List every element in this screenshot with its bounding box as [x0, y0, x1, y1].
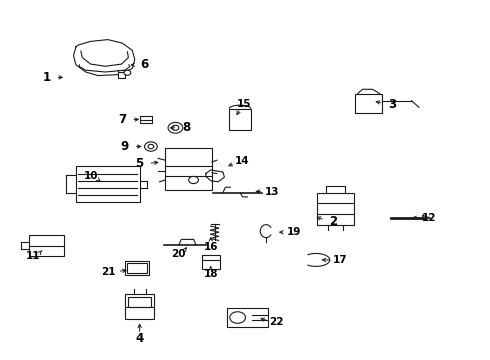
Bar — [166, 148, 212, 190]
Bar — [128, 297, 151, 307]
Text: 8: 8 — [182, 121, 190, 134]
Bar — [118, 70, 125, 78]
Text: 4: 4 — [136, 332, 144, 345]
Text: 17: 17 — [333, 255, 348, 265]
Text: 14: 14 — [235, 156, 250, 166]
Text: 15: 15 — [237, 99, 251, 109]
Bar — [76, 166, 140, 202]
Text: 11: 11 — [26, 251, 41, 261]
Bar — [355, 94, 382, 113]
Circle shape — [168, 122, 183, 133]
Polygon shape — [206, 170, 224, 182]
Text: 13: 13 — [265, 186, 279, 197]
Text: 22: 22 — [270, 317, 284, 327]
Polygon shape — [74, 40, 135, 76]
Text: 9: 9 — [121, 140, 129, 153]
Circle shape — [189, 176, 198, 184]
Text: 10: 10 — [83, 171, 98, 181]
Text: 5: 5 — [136, 157, 144, 170]
Circle shape — [124, 70, 131, 75]
Text: 20: 20 — [172, 249, 186, 259]
Bar — [226, 307, 269, 328]
Bar — [202, 255, 220, 269]
Bar — [229, 109, 251, 130]
Bar — [127, 263, 147, 273]
Text: 18: 18 — [203, 269, 218, 279]
Bar — [318, 193, 354, 225]
Text: 12: 12 — [421, 213, 436, 223]
Bar — [140, 116, 152, 123]
Text: 1: 1 — [43, 71, 50, 84]
Text: 3: 3 — [388, 98, 396, 111]
Circle shape — [172, 125, 179, 130]
Bar — [125, 294, 154, 319]
Text: 19: 19 — [287, 227, 301, 237]
Circle shape — [148, 144, 154, 149]
Text: 2: 2 — [329, 215, 337, 228]
Text: 7: 7 — [119, 113, 126, 126]
Bar — [125, 261, 149, 275]
Circle shape — [230, 312, 245, 323]
Circle shape — [145, 142, 157, 151]
Polygon shape — [423, 216, 430, 220]
Text: 21: 21 — [101, 267, 116, 277]
Bar — [29, 235, 64, 256]
Text: 16: 16 — [203, 242, 218, 252]
Text: 6: 6 — [141, 58, 148, 71]
